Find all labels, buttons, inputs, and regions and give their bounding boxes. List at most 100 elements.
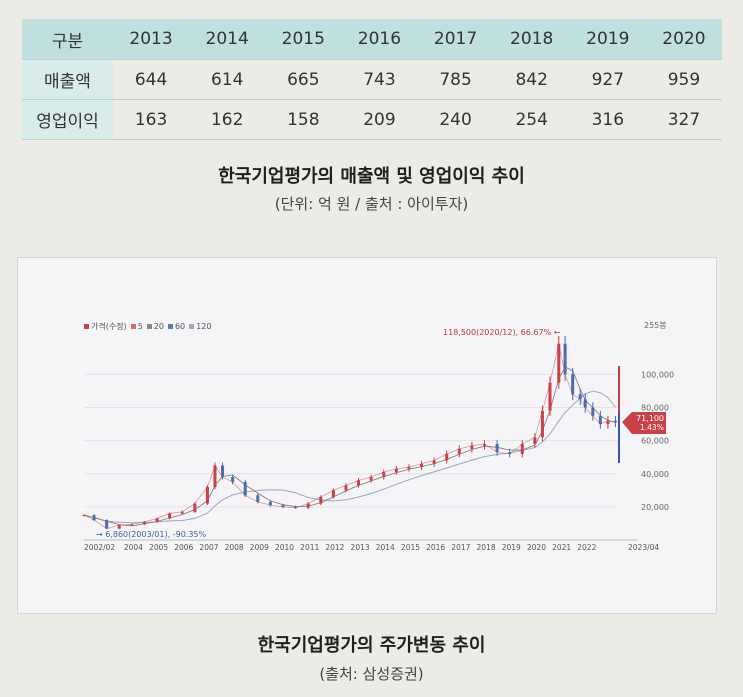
x-tick-label: 2021 bbox=[552, 543, 571, 552]
price-candle bbox=[221, 465, 225, 478]
table-cell: 316 bbox=[569, 99, 646, 140]
table-header-cell: 2013 bbox=[113, 19, 190, 60]
price-candle bbox=[598, 415, 602, 425]
price-candle bbox=[457, 448, 461, 454]
price-candle bbox=[82, 515, 86, 517]
price-candle bbox=[382, 472, 386, 478]
price-candle bbox=[583, 399, 587, 408]
y-tick-label: 20,000 bbox=[641, 503, 669, 512]
price-candle bbox=[243, 482, 247, 496]
row-label: 매출액 bbox=[22, 59, 113, 100]
price-candle bbox=[105, 520, 109, 529]
x-tick-label: 2009 bbox=[250, 543, 269, 552]
table-caption-source: (단위: 억 원 / 출처 : 아이투자) bbox=[274, 195, 469, 213]
legend-swatch bbox=[84, 324, 89, 329]
financials-table: 구분 2013 2014 2015 2016 2017 2018 2019 20… bbox=[22, 19, 722, 140]
legend-item: 가격(수정) bbox=[84, 321, 127, 332]
price-candle bbox=[483, 443, 486, 446]
table-cell: 327 bbox=[645, 99, 722, 140]
table-cell: 665 bbox=[265, 59, 342, 100]
stock-chart-card: 가격(수정) 5 20 60 120 20,000 40,000 60,000 80,… bbox=[18, 258, 716, 613]
price-candle bbox=[117, 525, 121, 529]
x-tick-label: 2014 bbox=[376, 543, 395, 552]
chart-caption-source: (출처: 삼성증권) bbox=[319, 665, 424, 683]
table-cell: 209 bbox=[341, 99, 418, 140]
x-tick-label: 2002/02 bbox=[84, 543, 115, 552]
price-candle bbox=[231, 477, 235, 483]
x-tick-label: 2022 bbox=[577, 543, 596, 552]
price-candle bbox=[142, 521, 146, 525]
price-candle bbox=[407, 467, 411, 469]
current-price-badge bbox=[622, 412, 666, 434]
current-change-label: 1.43% bbox=[640, 423, 664, 432]
table-header-row: 구분 2013 2014 2015 2016 2017 2018 2019 20… bbox=[22, 19, 722, 60]
table-caption-title: 한국기업평가의 매출액 및 영업이익 추이 bbox=[218, 166, 525, 187]
table-cell: 162 bbox=[189, 99, 266, 140]
table-header-cell: 2016 bbox=[341, 19, 418, 60]
x-tick-label: 2019 bbox=[502, 543, 521, 552]
table-header-cell: 2018 bbox=[493, 19, 570, 60]
x-tick-label: 2015 bbox=[401, 543, 420, 552]
table-cell: 240 bbox=[417, 99, 494, 140]
legend-swatch bbox=[167, 324, 173, 329]
price-candle bbox=[369, 477, 373, 481]
y-tick-label: 100,000 bbox=[641, 370, 674, 379]
x-tick-label: 2012 bbox=[325, 543, 344, 552]
y-tick-label: 60,000 bbox=[641, 437, 669, 446]
table-cell: 743 bbox=[341, 59, 418, 100]
price-candle bbox=[563, 343, 567, 375]
price-candle bbox=[508, 452, 512, 454]
table-header-cell: 2015 bbox=[265, 19, 342, 60]
legend-swatch bbox=[189, 324, 195, 329]
price-candle bbox=[548, 382, 552, 411]
price-candle bbox=[613, 420, 617, 423]
high-annotation: 118,500(2020/12), 66.67% ← bbox=[443, 328, 561, 337]
x-tick-label: 2005 bbox=[149, 543, 168, 552]
stock-price-chart: 20,000 40,000 60,000 80,000 100,000 255봉 2002/… bbox=[82, 321, 674, 552]
price-candle bbox=[256, 495, 260, 502]
series-line-price bbox=[83, 343, 616, 529]
table-cell: 254 bbox=[493, 99, 570, 140]
table-cell: 785 bbox=[417, 59, 494, 100]
table-cell: 158 bbox=[265, 99, 342, 140]
table-cell: 959 bbox=[645, 59, 722, 100]
table-cell: 614 bbox=[189, 59, 266, 100]
price-candle bbox=[520, 443, 524, 454]
table-cell: 842 bbox=[493, 59, 570, 100]
price-candle bbox=[331, 490, 335, 497]
x-tick-label: 2017 bbox=[451, 543, 470, 552]
legend-item: 60 bbox=[167, 322, 185, 331]
price-candle bbox=[394, 468, 398, 473]
x-tick-label: 2016 bbox=[426, 543, 445, 552]
price-candle bbox=[571, 374, 575, 395]
price-candle bbox=[432, 460, 436, 464]
current-price-label: 71,100 bbox=[636, 414, 664, 423]
chart-legend: 가격(수정) 5 20 60 120 bbox=[84, 321, 211, 332]
series-line-120 bbox=[83, 390, 616, 524]
price-candle bbox=[557, 343, 561, 383]
price-candle bbox=[180, 511, 184, 514]
x-tick-label: 2006 bbox=[174, 543, 193, 552]
price-candle bbox=[205, 487, 209, 504]
x-tick-label: 2004 bbox=[124, 543, 143, 552]
legend-item: 5 bbox=[130, 322, 143, 331]
price-candle bbox=[319, 496, 323, 504]
table-header-cell: 구분 bbox=[22, 19, 113, 60]
chart-caption-title: 한국기업평가의 주가변동 추이 bbox=[257, 635, 486, 656]
legend-swatch bbox=[146, 324, 152, 329]
table-cell: 644 bbox=[113, 59, 190, 100]
price-candle bbox=[533, 437, 537, 444]
y-top-label: 255봉 bbox=[644, 321, 667, 330]
price-candle bbox=[591, 407, 595, 416]
price-candle bbox=[445, 453, 449, 461]
price-candle bbox=[193, 503, 197, 512]
legend-item: 120 bbox=[189, 322, 211, 331]
table-header-cell: 2020 bbox=[645, 19, 722, 60]
y-tick-label: 40,000 bbox=[641, 470, 669, 479]
price-candle bbox=[540, 410, 544, 438]
price-candle bbox=[606, 420, 610, 425]
x-tick-label: 2008 bbox=[225, 543, 244, 552]
price-candle bbox=[155, 518, 159, 522]
price-candle bbox=[578, 394, 582, 400]
table-row: 매출액 644 614 665 743 785 842 927 959 bbox=[22, 59, 722, 100]
